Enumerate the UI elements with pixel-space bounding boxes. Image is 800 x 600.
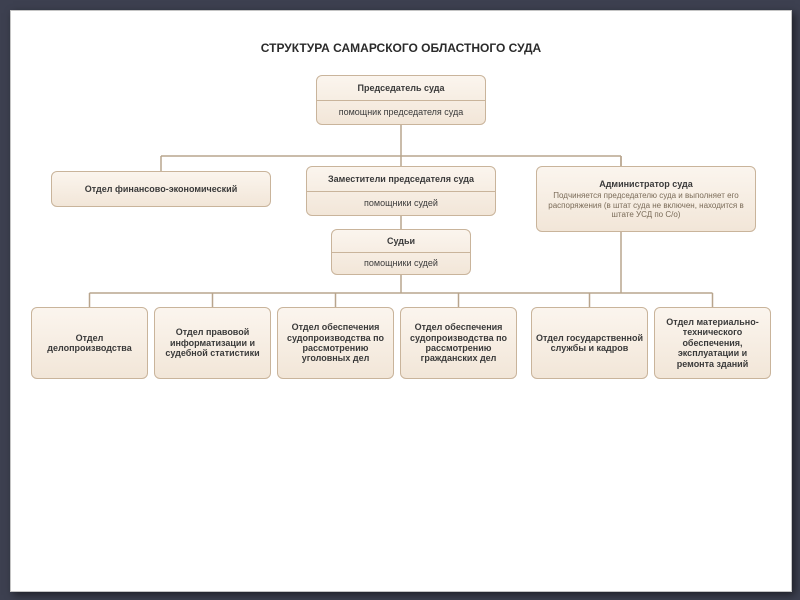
node-dept-5: Отдел материально-технического обеспечен… <box>654 307 771 379</box>
node-chairman-bottom: помощник председателя суда <box>317 100 485 125</box>
node-admin: Администратор суда Подчиняется председате… <box>536 166 756 232</box>
node-admin-sub: Подчиняется председателю суда и выполняе… <box>541 191 751 219</box>
node-admin-title: Администратор суда <box>599 179 693 189</box>
node-deputy-bottom: помощники судей <box>307 191 495 216</box>
node-judges-top: Судьи <box>332 230 470 252</box>
stage: СТРУКТУРА САМАРСКОГО ОБЛАСТНОГО СУДА Пре… <box>0 0 800 600</box>
node-finance: Отдел финансово-экономический <box>51 171 271 207</box>
node-chairman-top: Председатель суда <box>317 76 485 100</box>
paper: СТРУКТУРА САМАРСКОГО ОБЛАСТНОГО СУДА Пре… <box>10 10 792 592</box>
node-dept-1: Отдел правовой информатизации и судебной… <box>154 307 271 379</box>
node-judges: Судьипомощники судей <box>331 229 471 275</box>
node-dept-4: Отдел государственной службы и кадров <box>531 307 648 379</box>
node-dept-2: Отдел обеспечения судопроизводства по ра… <box>277 307 394 379</box>
node-dept-3: Отдел обеспечения судопроизводства по ра… <box>400 307 517 379</box>
chart-title: СТРУКТУРА САМАРСКОГО ОБЛАСТНОГО СУДА <box>11 41 791 55</box>
node-deputy: Заместители председателя судапомощники с… <box>306 166 496 216</box>
node-dept-0: Отдел делопроизводства <box>31 307 148 379</box>
node-deputy-top: Заместители председателя суда <box>307 167 495 191</box>
node-chairman: Председатель судапомощник председателя с… <box>316 75 486 125</box>
node-judges-bottom: помощники судей <box>332 252 470 275</box>
